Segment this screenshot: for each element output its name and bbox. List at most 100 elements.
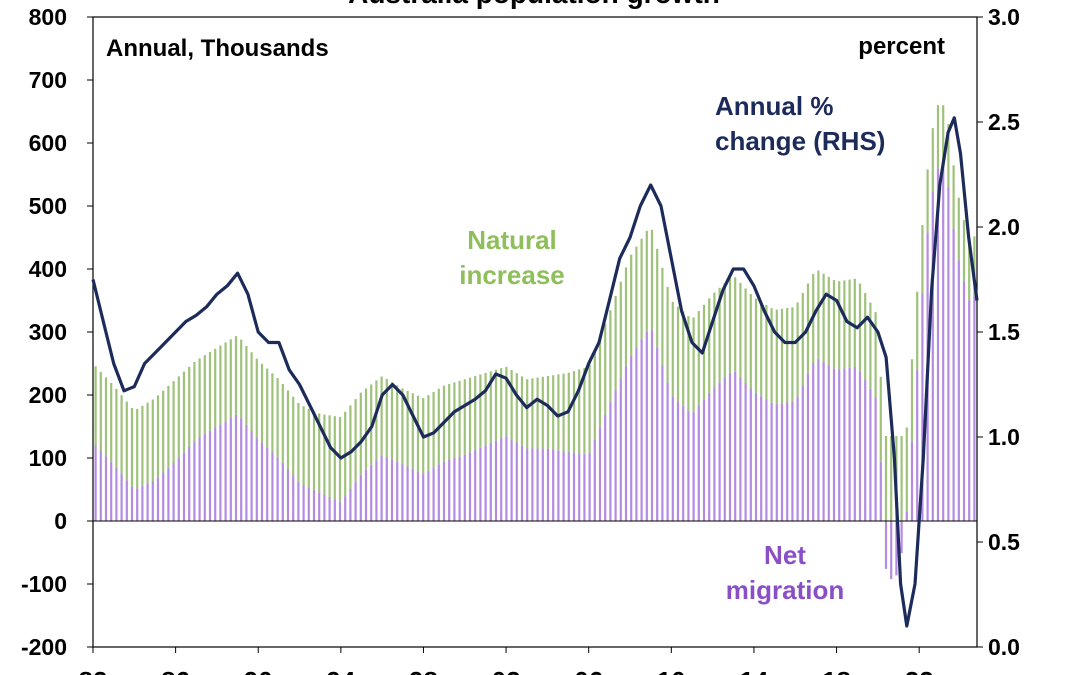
net-migration-bar — [494, 440, 498, 521]
net-migration-bar — [864, 380, 867, 521]
natural-increase-bar — [593, 350, 596, 440]
net-migration-bar — [588, 452, 591, 521]
right-tick-label: 0.5 — [988, 529, 1020, 555]
natural-increase-bar — [380, 376, 383, 456]
natural-increase-bar — [864, 293, 867, 381]
net-migration-bar — [177, 457, 180, 521]
net-migration-bar — [240, 418, 243, 521]
net-migration-bar — [578, 453, 581, 521]
natural-increase-bar — [292, 396, 295, 476]
natural-increase-bar — [214, 348, 217, 428]
natural-increase-bar — [110, 382, 113, 462]
natural-increase-bar — [692, 317, 695, 412]
net-migration-bar — [437, 464, 440, 521]
net-migration-bar — [515, 442, 518, 521]
natural-increase-bar — [458, 380, 461, 457]
natural-increase-bar — [884, 435, 888, 521]
net-migration-bar — [583, 454, 586, 521]
net-migration-bar — [775, 404, 778, 521]
net-migration-bar — [890, 521, 893, 580]
net-migration-bar — [723, 377, 726, 521]
annotation-natural-increase-line2: increase — [459, 260, 565, 290]
right-tick-label: 2.0 — [988, 214, 1020, 240]
net-migration-bar — [214, 427, 217, 521]
net-migration-bar — [104, 456, 108, 521]
natural-increase-bar — [832, 280, 836, 369]
net-migration-bar — [193, 441, 196, 521]
x-tick-label: 02 — [492, 666, 521, 675]
net-migration-bar — [697, 405, 700, 521]
net-migration-bar — [614, 390, 617, 521]
natural-increase-bar — [905, 427, 908, 512]
natural-increase-bar — [136, 408, 139, 489]
natural-increase-bar — [188, 366, 191, 447]
natural-increase-bar — [151, 399, 154, 482]
net-migration-bar — [385, 456, 388, 521]
net-migration-bar — [942, 168, 945, 521]
net-migration-bar — [832, 368, 836, 521]
net-migration-bar — [110, 461, 113, 521]
natural-increase-bar — [156, 395, 160, 478]
net-migration-bar — [432, 467, 435, 521]
net-migration-bar — [910, 442, 914, 521]
net-migration-bar — [645, 331, 648, 521]
net-migration-bar — [931, 191, 934, 521]
net-migration-bar — [962, 281, 966, 521]
natural-increase-bar — [942, 105, 945, 169]
natural-increase-bar — [401, 388, 404, 465]
x-tick-label: 10 — [657, 666, 686, 675]
net-migration-bar — [468, 452, 472, 521]
net-migration-bar — [713, 387, 716, 521]
natural-increase-bar — [645, 230, 648, 332]
net-migration-bar — [921, 293, 924, 521]
net-migration-bar — [822, 361, 825, 521]
net-migration-bar — [702, 399, 706, 521]
natural-increase-bar — [286, 390, 290, 470]
right-tick-label: 3.0 — [988, 4, 1020, 30]
net-migration-bar — [552, 449, 555, 521]
left-tick-label: 500 — [29, 193, 67, 219]
natural-increase-bar — [203, 355, 206, 434]
natural-increase-bar — [463, 379, 466, 455]
natural-increase-bar — [728, 278, 732, 373]
natural-increase-bar — [723, 283, 726, 378]
net-migration-bar — [302, 485, 305, 521]
natural-increase-bar — [578, 369, 581, 454]
natural-increase-bar — [385, 378, 388, 457]
natural-increase-bar — [838, 281, 841, 370]
natural-increase-bar — [167, 385, 170, 468]
natural-increase-bar — [666, 286, 669, 383]
net-migration-bar — [557, 450, 560, 521]
natural-increase-bar — [500, 368, 503, 439]
net-migration-bar — [593, 439, 596, 521]
net-migration-bar — [630, 355, 633, 521]
natural-increase-bar — [682, 311, 685, 406]
net-migration-bar — [520, 445, 524, 521]
natural-increase-bar — [931, 128, 934, 192]
natural-increase-bar — [375, 380, 378, 461]
net-migration-bar — [916, 369, 919, 521]
natural-increase-bar — [947, 124, 950, 188]
right-tick-label: 0.0 — [988, 634, 1020, 660]
net-migration-bar — [531, 448, 534, 521]
natural-increase-bar — [760, 301, 763, 397]
x-axis: 82 86 90 94 98 02 06 10 14 18 22 — [79, 647, 934, 675]
natural-increase-bar — [744, 288, 747, 383]
net-migration-bar — [817, 358, 820, 521]
natural-increase-bar — [468, 377, 472, 453]
natural-increase-bar — [120, 395, 123, 474]
natural-increase-bar — [661, 267, 664, 366]
left-tick-label: 200 — [29, 382, 67, 408]
net-migration-bar — [323, 494, 326, 521]
natural-increase-bar — [676, 306, 680, 402]
net-migration-bar — [338, 501, 342, 521]
net-migration-bar — [687, 410, 690, 521]
net-migration-bar — [692, 411, 695, 521]
net-migration-bar — [354, 481, 357, 521]
net-migration-bar — [905, 511, 908, 521]
natural-increase-bar — [193, 362, 196, 442]
net-migration-bar — [624, 366, 628, 521]
natural-increase-bar — [224, 342, 227, 422]
natural-increase-bar — [515, 373, 518, 443]
natural-increase-bar — [323, 414, 326, 495]
